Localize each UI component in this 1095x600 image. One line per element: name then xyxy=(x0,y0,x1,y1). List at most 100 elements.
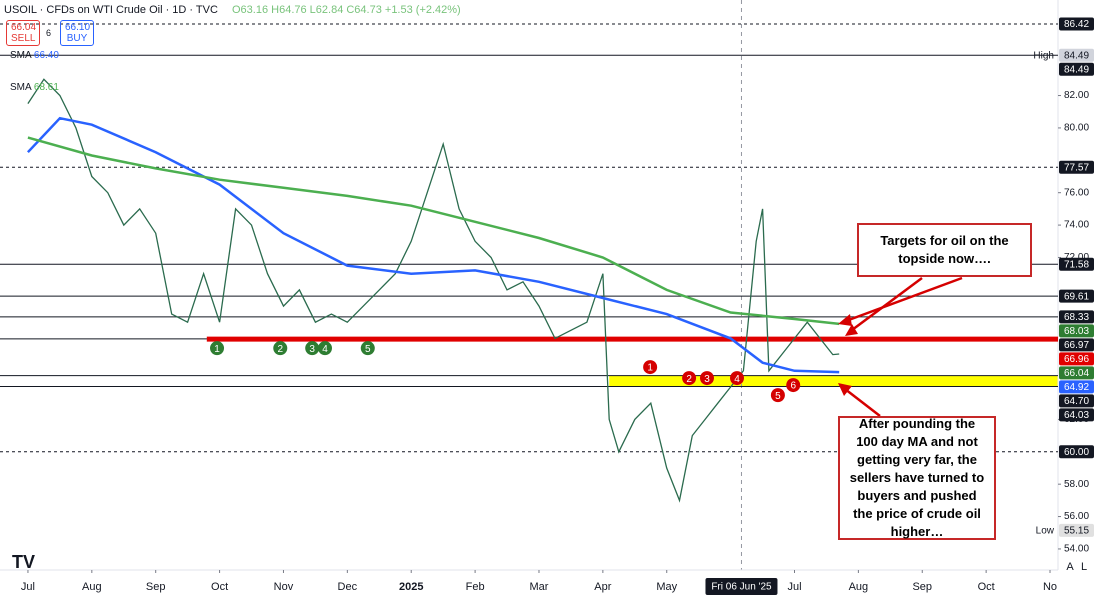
count-marker xyxy=(786,378,801,393)
price-box-label: 55.15 xyxy=(1064,525,1089,536)
axis-button[interactable]: A xyxy=(1066,561,1074,573)
indicator-value: 66.40 xyxy=(33,50,59,61)
y-tick-label: 80.00 xyxy=(1064,123,1089,134)
y-tick-label: 58.00 xyxy=(1064,479,1089,490)
price-box xyxy=(1059,380,1094,394)
sell-price: 66.04 xyxy=(11,22,37,33)
y-tick-label: 74.00 xyxy=(1064,220,1089,231)
count-label: 3 xyxy=(309,344,315,355)
price-box xyxy=(1059,408,1094,422)
arrow xyxy=(845,276,963,323)
price-box xyxy=(1059,338,1094,352)
price-box-label: 68.03 xyxy=(1064,326,1089,337)
x-tick-label: Aug xyxy=(849,581,869,593)
moving-average xyxy=(27,136,840,326)
price-box xyxy=(1059,257,1094,271)
count-marker xyxy=(699,371,714,386)
price-box xyxy=(1059,523,1094,537)
price-box-label: 84.49 xyxy=(1064,50,1089,61)
count-label: 5 xyxy=(365,344,371,355)
indicator-legend[interactable]: SMA 66.40 xyxy=(10,50,59,61)
price-box xyxy=(1059,394,1094,408)
price-box-label: 84.49 xyxy=(1064,64,1089,75)
x-tick-label: Mar xyxy=(530,581,549,593)
x-tick-label: Jul xyxy=(787,581,801,593)
count-marker xyxy=(730,371,745,386)
arrow-head xyxy=(845,324,858,336)
price-box-label: 64.03 xyxy=(1064,410,1089,421)
y-tick-label: 72.00 xyxy=(1064,252,1089,263)
count-marker xyxy=(770,388,785,403)
price-box xyxy=(1059,48,1094,62)
buy-label: BUY xyxy=(66,33,88,44)
x-tick-label: No xyxy=(1043,581,1057,593)
count-marker xyxy=(317,341,332,356)
price-tag: High xyxy=(1033,50,1054,61)
x-tick-label: Dec xyxy=(338,581,358,593)
price-tag: Low xyxy=(1036,525,1055,536)
price-line xyxy=(27,78,840,503)
count-label: 5 xyxy=(775,391,781,402)
y-tick-label: 56.00 xyxy=(1064,511,1089,522)
count-marker xyxy=(682,371,697,386)
price-box-label: 68.33 xyxy=(1064,312,1089,323)
price-box xyxy=(1059,324,1094,338)
price-box-label: 66.04 xyxy=(1064,368,1089,379)
price-box xyxy=(1059,289,1094,303)
crosshair-label-bg xyxy=(705,578,778,595)
price-box xyxy=(1059,62,1094,76)
price-box-label: 64.70 xyxy=(1064,396,1089,407)
count-label: 1 xyxy=(647,363,653,374)
x-tick-label: Jul xyxy=(21,581,35,593)
axis-button[interactable]: L xyxy=(1081,561,1087,573)
price-box-label: 66.97 xyxy=(1064,340,1089,351)
y-tick-label: 54.00 xyxy=(1064,544,1089,555)
count-marker xyxy=(305,341,320,356)
buy-button[interactable]: 66.10 BUY xyxy=(60,20,94,46)
x-tick-label: Sep xyxy=(912,581,932,593)
x-tick-label: Apr xyxy=(594,581,611,593)
price-box xyxy=(1059,160,1094,174)
arrow-head xyxy=(838,383,852,396)
count-label: 4 xyxy=(322,344,328,355)
x-tick-label: Oct xyxy=(211,581,228,593)
annotation-box: After pounding the 100 day MA and not ge… xyxy=(838,416,996,540)
count-label: 2 xyxy=(686,374,692,385)
price-box-label: 64.92 xyxy=(1064,382,1089,393)
price-box-label: 77.57 xyxy=(1064,162,1089,173)
price-box xyxy=(1059,352,1094,366)
price-box-label: 71.58 xyxy=(1064,259,1089,270)
arrow xyxy=(844,388,881,417)
indicator-name: SMA xyxy=(10,82,32,93)
count-label: 3 xyxy=(704,374,710,385)
support-zone xyxy=(609,375,1058,387)
crosshair-label: Fri 06 Jun '25 xyxy=(711,582,772,593)
annotation-arrows xyxy=(838,276,963,417)
y-tick-label: 82.00 xyxy=(1064,90,1089,101)
spread: 6 xyxy=(46,28,52,38)
count-label: 6 xyxy=(790,381,796,392)
arrow-head xyxy=(838,314,852,326)
price-box-label: 66.96 xyxy=(1064,354,1089,365)
ohlc: O63.16 H64.76 L62.84 C64.73 +1.53 (+2.42… xyxy=(232,4,461,16)
symbol-title[interactable]: USOIL · CFDs on WTI Crude Oil · 1D · TVC xyxy=(4,4,218,16)
count-marker xyxy=(210,341,225,356)
price-box-label: 86.42 xyxy=(1064,19,1089,30)
sell-button[interactable]: 66.04 SELL xyxy=(6,20,40,46)
indicator-name: SMA xyxy=(10,50,32,61)
indicator-legend[interactable]: SMA 68.61 xyxy=(10,82,59,93)
x-tick-label: 2025 xyxy=(399,581,423,593)
x-tick-label: Feb xyxy=(466,581,485,593)
count-label: 1 xyxy=(214,344,220,355)
x-tick-label: Nov xyxy=(274,581,294,593)
count-marker xyxy=(643,360,658,375)
price-box xyxy=(1059,310,1094,324)
y-tick-label: 76.00 xyxy=(1064,187,1089,198)
price-box xyxy=(1059,445,1094,459)
price-box xyxy=(1059,366,1094,380)
x-tick-label: Aug xyxy=(82,581,102,593)
x-tick-label: Sep xyxy=(146,581,166,593)
buy-price: 66.10 xyxy=(65,22,91,33)
